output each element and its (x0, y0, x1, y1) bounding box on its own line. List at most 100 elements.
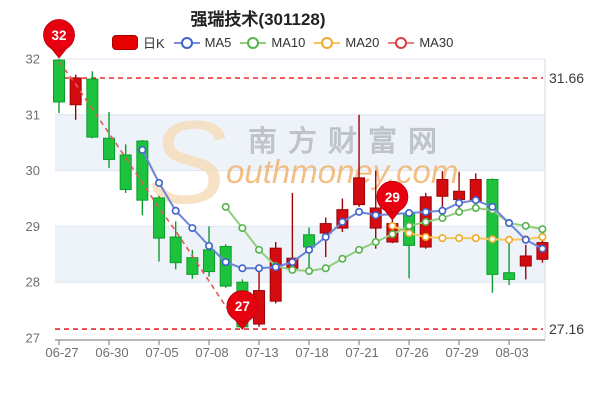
legend-ma30-marker-icon (388, 36, 415, 50)
candle[interactable] (269, 242, 282, 304)
ma5-marker (238, 264, 247, 273)
legend-label: MA10 (271, 35, 306, 50)
pin-label: 29 (385, 190, 400, 205)
ma10-marker (471, 203, 480, 212)
candle[interactable] (519, 244, 532, 280)
legend-item-ma30[interactable]: MA30 (388, 35, 453, 50)
ma5-marker (171, 206, 180, 215)
ma5-marker (505, 219, 514, 228)
legend-item-dayk[interactable]: 日K (112, 33, 165, 52)
ma20-marker (438, 234, 447, 243)
ma20-marker (505, 235, 514, 244)
candle[interactable] (53, 59, 65, 114)
candle-body (303, 234, 316, 248)
ma20-marker (421, 233, 430, 242)
page-title: 强瑞技术(301128) (190, 10, 326, 29)
candle-body (503, 272, 516, 280)
pin-balloon (226, 290, 259, 323)
candle[interactable] (103, 112, 116, 168)
ma-series (58, 61, 547, 330)
ma5-marker (305, 245, 314, 254)
candle-body (319, 223, 332, 234)
ma20-line (388, 221, 547, 244)
candle[interactable] (169, 221, 182, 270)
ma5-marker (255, 264, 264, 273)
ma30-line (58, 61, 244, 330)
ma10-marker (338, 254, 347, 263)
legend-ma5-marker-icon (173, 36, 200, 50)
ref-line-label: 31.66 (549, 70, 584, 86)
x-tick-label: 08-03 (495, 345, 528, 360)
ma5-marker (271, 263, 280, 272)
candle[interactable] (119, 144, 132, 193)
ma5-marker (188, 224, 197, 233)
candle-body (169, 236, 182, 264)
ma10-marker (455, 207, 464, 216)
ma5-marker (221, 258, 230, 267)
ma20-path (392, 224, 543, 241)
candlestick-series (53, 59, 549, 330)
ma10-marker (238, 224, 247, 233)
ma5-marker (455, 198, 464, 207)
ma10-marker (405, 221, 414, 230)
x-tick-label: 07-29 (445, 345, 478, 360)
candle-body (53, 59, 65, 103)
candle-body (203, 249, 216, 273)
ma5-marker (405, 209, 414, 218)
candle[interactable] (153, 195, 166, 262)
watermark-en-text: outhmoney.com (226, 153, 458, 190)
ma10-marker (221, 202, 230, 211)
y-tick-label: 27 (26, 331, 40, 346)
ma5-marker (538, 244, 547, 253)
candle[interactable] (436, 171, 449, 210)
x-tick-label: 07-21 (345, 345, 378, 360)
ma10-marker (421, 217, 430, 226)
ma10-marker (521, 221, 530, 230)
legend-label: 日K (143, 36, 165, 51)
candle[interactable] (86, 71, 99, 139)
x-tick-label: 06-30 (95, 345, 128, 360)
ma10-marker (388, 230, 397, 239)
y-tick-label: 31 (26, 107, 40, 122)
ma10-marker (355, 245, 364, 254)
price-pin-32[interactable]: 32 (43, 19, 75, 59)
axes: 06-27 06-30 07-05 07-08 07-13 07-18 07-21 07-26… (26, 52, 545, 360)
ma5-marker (471, 196, 480, 205)
ma10-marker (321, 264, 330, 273)
ma10-marker (288, 265, 297, 274)
y-tick-label: 32 (26, 52, 40, 67)
pin-label: 27 (235, 299, 250, 314)
candle-body (453, 190, 466, 201)
ma5-marker (288, 258, 297, 267)
candle[interactable] (503, 237, 516, 285)
watermark-cn-text: 南方财富网 (248, 124, 448, 158)
candle-body (119, 154, 132, 191)
ma5-marker (338, 217, 347, 226)
y-tick-label: 28 (26, 275, 40, 290)
price-pin-27[interactable]: 27 (226, 290, 259, 330)
ma20-marker (405, 229, 414, 238)
candle[interactable] (353, 114, 366, 207)
legend-item-ma5[interactable]: MA5 (173, 35, 232, 50)
legend-label: MA5 (204, 35, 232, 50)
ma5-marker (421, 207, 430, 216)
pin-balloon (43, 19, 75, 51)
ma20-marker (471, 234, 480, 243)
pin-label: 32 (51, 28, 66, 43)
ma5-marker (521, 235, 530, 244)
candle[interactable] (69, 74, 82, 120)
x-tick-label: 07-13 (245, 345, 278, 360)
legend-item-ma10[interactable]: MA10 (240, 35, 305, 50)
price-pin-29[interactable]: 29 (376, 180, 409, 221)
candle-body (153, 197, 166, 239)
candle[interactable] (336, 198, 349, 232)
legend-item-ma20[interactable]: MA20 (314, 35, 379, 50)
y-tick-label: 30 (26, 163, 40, 178)
candle-body (353, 177, 366, 206)
candle-body (269, 247, 282, 302)
pin-balloon (376, 180, 409, 213)
ma20-marker (455, 234, 464, 243)
gridlines (55, 58, 546, 340)
